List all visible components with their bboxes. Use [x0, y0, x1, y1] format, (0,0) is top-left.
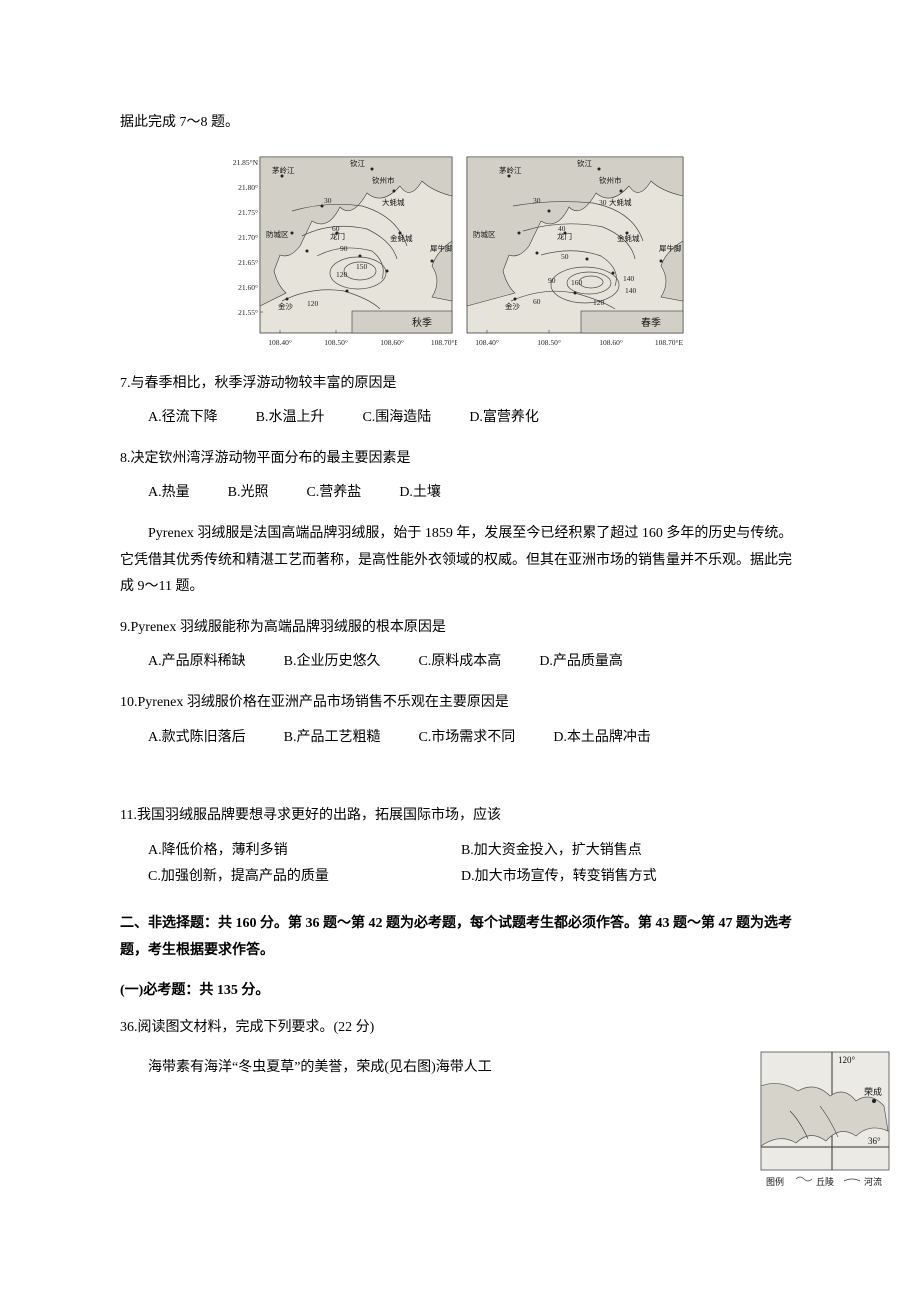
lat-tick: 21.60° [238, 283, 258, 292]
lon-tick: 108.50° [537, 338, 561, 347]
lon-tick: 108.50° [324, 338, 348, 347]
q10-options: A.款式陈旧落后 B.产品工艺粗糙 C.市场需求不同 D.本土品牌冲击 [120, 725, 800, 752]
inset-lat-label: 36° [868, 1136, 881, 1146]
place-label: 茅岭江 [499, 165, 522, 175]
map-autumn: 21.85°N 21.80° 21.75° 21.70° 21.65° 21.6… [232, 151, 457, 351]
lat-tick: 21.65° [238, 258, 258, 267]
q9-options: A.产品原料稀缺 B.企业历史悠久 C.原料成本高 D.产品质量高 [120, 649, 800, 676]
question-8: 8.决定钦州湾浮游动物平面分布的最主要因素是 [120, 446, 800, 473]
contour-label: 90 [340, 244, 348, 253]
contour-label: 50 [561, 252, 569, 261]
lon-tick: 108.40° [268, 338, 292, 347]
q10-opt-c: C.市场需求不同 [418, 725, 515, 752]
q10-opt-d: D.本土品牌冲击 [553, 725, 651, 752]
inset-place: 荣成 [864, 1086, 882, 1097]
q7-opt-d: D.富营养化 [469, 405, 539, 432]
place-label: 金蚝城 [390, 233, 413, 243]
lon-tick: 108.60° [380, 338, 404, 347]
lat-tick: 21.70° [238, 233, 258, 242]
lon-tick: 108.40° [475, 338, 499, 347]
legend-label: 图例 [766, 1176, 784, 1187]
lon-tick: 108.60° [599, 338, 623, 347]
q36-body: 海带素有海洋“冬虫夏草”的美誉，荣成(见右图)海带人工 [120, 1055, 800, 1082]
contour-label: 30 [533, 196, 541, 205]
question-9: 9.Pyrenex 羽绒服能称为高端品牌羽绒服的根本原因是 [120, 615, 800, 642]
lat-tick: 21.80° [238, 183, 258, 192]
q10-opt-b: B.产品工艺粗糙 [284, 725, 381, 752]
inset-lon-label: 120° [838, 1055, 856, 1065]
q9-opt-c: C.原料成本高 [418, 649, 501, 676]
lon-tick: 108.70°E [431, 338, 457, 347]
q9-opt-d: D.产品质量高 [539, 649, 623, 676]
lat-tick: 21.75° [238, 208, 258, 217]
place-label: 犀牛脚 [659, 243, 682, 253]
place-label: 茅岭江 [272, 165, 295, 175]
q7-opt-b: B.水温上升 [256, 405, 325, 432]
place-label: 钦江 [577, 158, 592, 168]
place-label: 防城区 [473, 229, 496, 239]
place-label: 犀牛脚 [430, 243, 453, 253]
legend-label: 丘陵 [816, 1177, 834, 1187]
q9-opt-b: B.企业历史悠久 [284, 649, 381, 676]
q9-opt-a: A.产品原料稀缺 [148, 649, 246, 676]
q11-opt-c: C.加强创新，提高产品的质量 [148, 864, 461, 891]
q8-opt-d: D.土壤 [399, 480, 441, 507]
contour-label: 30 [599, 198, 607, 207]
contour-label: 140 [623, 274, 635, 283]
q7-opt-c: C.围海造陆 [362, 405, 431, 432]
q8-options: A.热量 B.光照 C.营养盐 D.土壤 [120, 480, 800, 507]
question-7: 7.与春季相比，秋季浮游动物较丰富的原因是 [120, 371, 800, 398]
place-label: 大蚝城 [382, 197, 405, 207]
contour-label: 120 [307, 299, 319, 308]
contour-label: 30 [324, 196, 332, 205]
q11-options: A.降低价格，薄利多销 B.加大资金投入，扩大销售点 C.加强创新，提高产品的质… [120, 838, 800, 891]
question-11: 11.我国羽绒服品牌要想寻求更好的出路，拓展国际市场，应该 [120, 803, 800, 830]
q11-opt-a: A.降低价格，薄利多销 [148, 838, 461, 865]
q8-opt-b: B.光照 [228, 480, 269, 507]
place-label: 钦州市 [372, 175, 395, 185]
place-label: 防城区 [266, 229, 289, 239]
place-label: 钦江 [350, 158, 365, 168]
season-label: 春季 [641, 317, 661, 329]
contour-label: 120 [336, 270, 348, 279]
q7-opt-a: A.径流下降 [148, 405, 218, 432]
contour-label: 140 [625, 286, 637, 295]
lon-tick: 108.70°E [655, 338, 684, 347]
place-label: 金沙 [505, 301, 520, 311]
q8-opt-a: A.热量 [148, 480, 190, 507]
contour-label: 90 [548, 276, 556, 285]
q7-options: A.径流下降 B.水温上升 C.围海造陆 D.富营养化 [120, 405, 800, 432]
map-spring: 108.40° 108.50° 108.60° 108.70°E [463, 151, 688, 351]
maps-figure: 21.85°N 21.80° 21.75° 21.70° 21.65° 21.6… [120, 151, 800, 351]
q10-opt-a: A.款式陈旧落后 [148, 725, 246, 752]
lat-tick: 21.55° [238, 308, 258, 317]
subsection-1: (一)必考题：共 135 分。 [120, 978, 800, 1005]
contour-label: 160 [571, 278, 583, 287]
lat-tick: 21.85°N [233, 158, 259, 167]
passage-pyrenex: Pyrenex 羽绒服是法国高端品牌羽绒服，始于 1859 年，发展至今已经积累… [120, 521, 800, 601]
section-2-header: 二、非选择题：共 160 分。第 36 题～第 42 题为必考题，每个试题考生都… [120, 911, 800, 964]
place-label: 龙门 [330, 231, 345, 241]
place-label: 大蚝城 [609, 197, 632, 207]
question-36: 36.阅读图文材料，完成下列要求。(22 分) [120, 1015, 800, 1042]
q11-opt-d: D.加大市场宣传，转变销售方式 [461, 864, 774, 891]
q11-opt-b: B.加大资金投入，扩大销售点 [461, 838, 774, 865]
intro-text: 据此完成 7～8 题。 [120, 110, 800, 137]
legend-label: 河流 [864, 1176, 882, 1187]
place-label: 金沙 [278, 301, 293, 311]
place-label: 金蚝城 [617, 233, 640, 243]
season-label: 秋季 [412, 316, 432, 329]
question-10: 10.Pyrenex 羽绒服价格在亚洲产品市场销售不乐观在主要原因是 [120, 690, 800, 717]
place-label: 龙门 [557, 231, 572, 241]
contour-label: 60 [533, 297, 541, 306]
contour-label: 150 [356, 262, 368, 271]
q8-opt-c: C.营养盐 [306, 480, 361, 507]
place-label: 钦州市 [599, 175, 622, 185]
inset-map: 120° 36° 荣成 图例 丘陵 [760, 1051, 890, 1191]
contour-label: 120 [593, 298, 605, 307]
